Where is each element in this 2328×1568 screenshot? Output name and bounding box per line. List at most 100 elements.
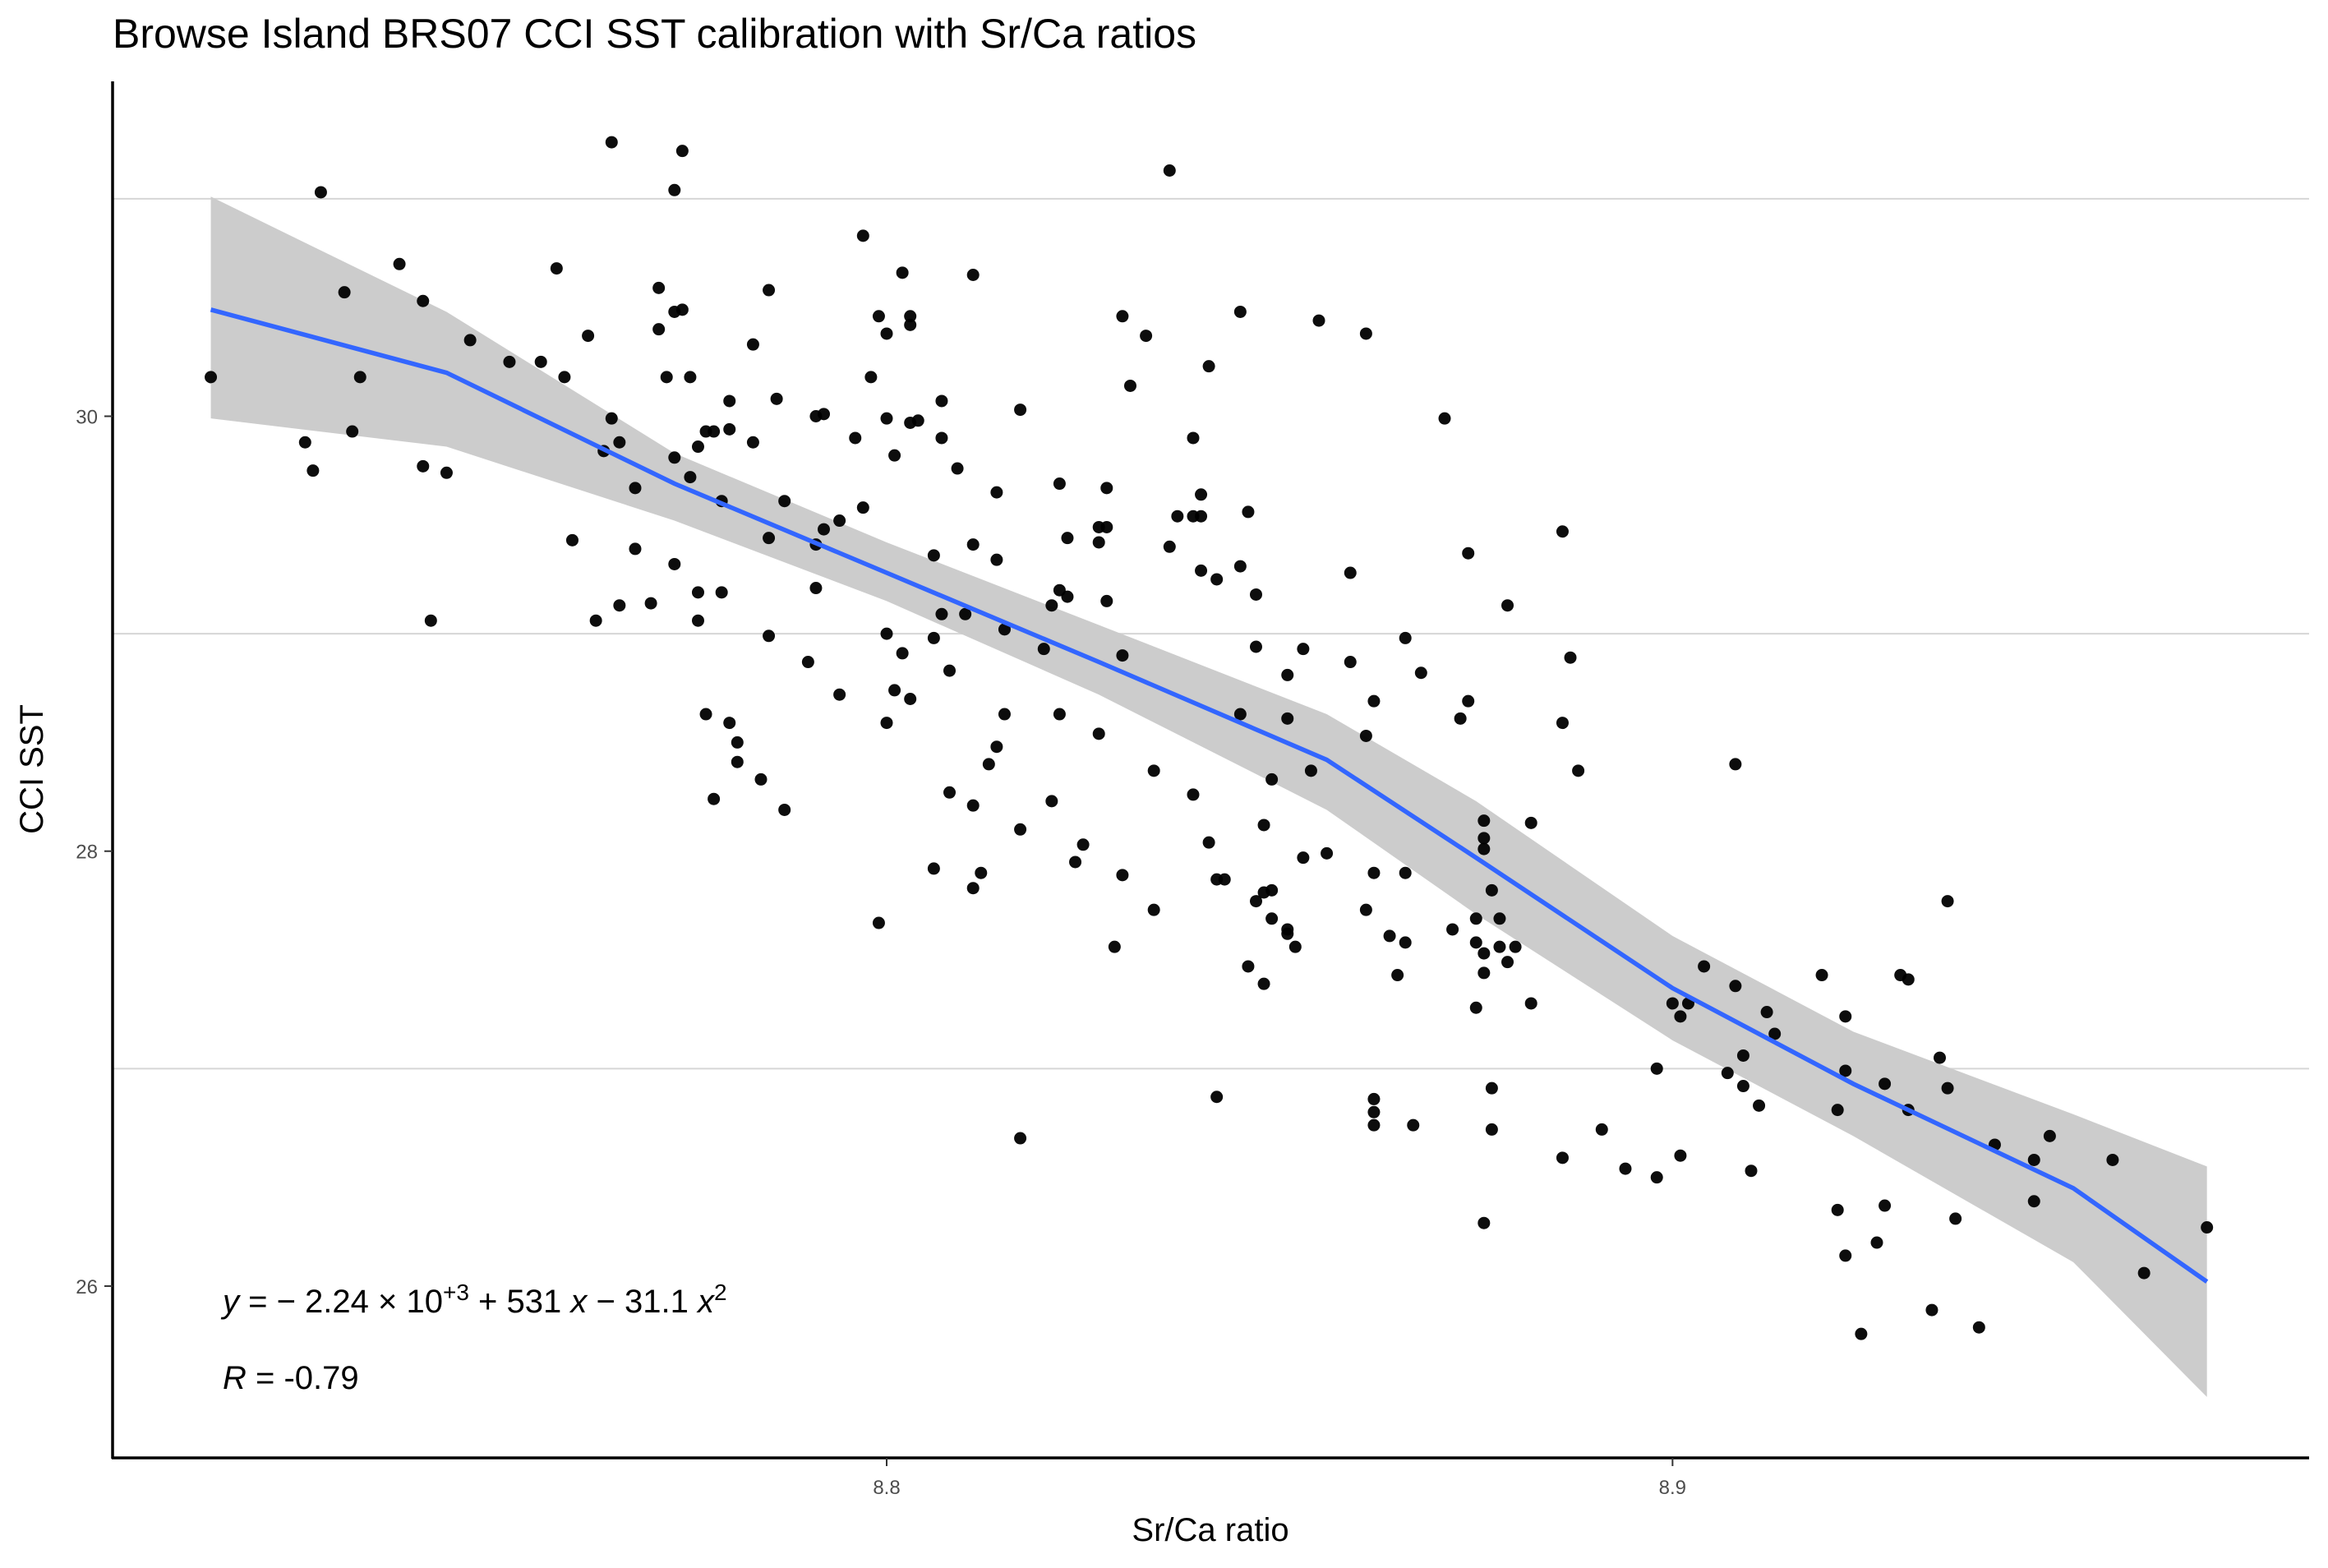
point	[1014, 823, 1027, 836]
point	[1941, 1081, 1954, 1095]
point	[2106, 1153, 2119, 1166]
point	[1187, 788, 1200, 801]
point	[1344, 566, 1357, 579]
point	[904, 693, 917, 706]
point	[699, 708, 712, 721]
point	[1123, 379, 1136, 392]
point	[463, 334, 477, 347]
point	[896, 647, 909, 660]
point	[644, 597, 657, 610]
point	[763, 532, 776, 545]
point	[715, 586, 728, 599]
point	[1233, 708, 1247, 721]
point	[1108, 940, 1121, 953]
point	[1116, 869, 1129, 882]
point	[1092, 727, 1105, 740]
point	[346, 425, 359, 438]
point	[1399, 936, 1412, 949]
point	[723, 717, 736, 730]
point	[1321, 846, 1334, 860]
point	[1925, 1303, 1938, 1317]
point	[1233, 560, 1247, 573]
point	[896, 266, 909, 279]
point	[550, 262, 563, 275]
point	[817, 408, 830, 421]
point	[1729, 758, 1742, 771]
point	[1147, 903, 1160, 916]
point	[668, 557, 681, 570]
point	[629, 482, 642, 495]
point	[1831, 1203, 1844, 1216]
point	[1493, 912, 1506, 925]
point	[1281, 927, 1294, 940]
point	[1650, 1062, 1663, 1075]
point	[668, 183, 681, 196]
point	[205, 371, 218, 384]
point	[864, 371, 878, 384]
point	[684, 471, 697, 484]
point	[1061, 532, 1074, 545]
point	[691, 440, 704, 454]
point	[1367, 1118, 1381, 1132]
point	[1242, 960, 1255, 973]
point	[1729, 980, 1742, 993]
point	[856, 229, 869, 242]
point	[1344, 656, 1357, 669]
point	[1187, 431, 1200, 445]
equation-annotation-part: y	[220, 1284, 242, 1320]
point	[966, 882, 980, 895]
equation-annotation: y = − 2.24 × 10+3 + 531 x − 31.1 x2	[220, 1280, 727, 1321]
point	[1831, 1104, 1844, 1117]
point	[1501, 599, 1514, 612]
point	[998, 708, 1011, 721]
point	[393, 257, 406, 270]
point	[746, 338, 759, 351]
point	[1736, 1080, 1749, 1093]
point	[888, 449, 901, 462]
point	[534, 355, 547, 368]
point	[1485, 1123, 1498, 1136]
point	[943, 786, 957, 799]
point	[1163, 164, 1176, 177]
point	[1556, 717, 1569, 730]
point	[298, 436, 311, 449]
point	[1202, 360, 1215, 373]
point	[503, 355, 516, 368]
point	[1163, 540, 1176, 553]
point	[1698, 960, 1711, 973]
point	[1414, 666, 1427, 680]
point	[1469, 1001, 1482, 1014]
point	[927, 549, 940, 562]
point	[904, 310, 917, 323]
point	[1736, 1049, 1749, 1062]
point	[723, 422, 736, 436]
point	[754, 772, 768, 786]
point	[1045, 795, 1058, 808]
point	[1438, 412, 1451, 425]
point	[1367, 1092, 1381, 1105]
point	[1619, 1162, 1632, 1175]
y-tick-label: 30	[76, 407, 98, 429]
point	[307, 464, 320, 477]
chart-title: Browse Island BRS07 CCI SST calibration …	[113, 11, 1196, 57]
point	[982, 758, 995, 771]
point	[1053, 708, 1066, 721]
equation-annotation-part: + 531	[469, 1284, 570, 1320]
point	[1556, 1151, 1569, 1164]
point	[1745, 1164, 1758, 1178]
point	[1941, 895, 1954, 908]
point	[605, 412, 618, 425]
point	[1674, 1010, 1687, 1023]
point	[565, 533, 579, 546]
point	[1839, 1249, 1852, 1262]
point	[1147, 764, 1160, 777]
point	[1367, 1105, 1381, 1118]
point	[613, 599, 626, 612]
point	[1265, 772, 1279, 786]
point	[1249, 895, 1262, 908]
point	[770, 392, 783, 405]
point	[731, 736, 744, 749]
point	[1595, 1123, 1608, 1136]
point	[338, 286, 351, 299]
